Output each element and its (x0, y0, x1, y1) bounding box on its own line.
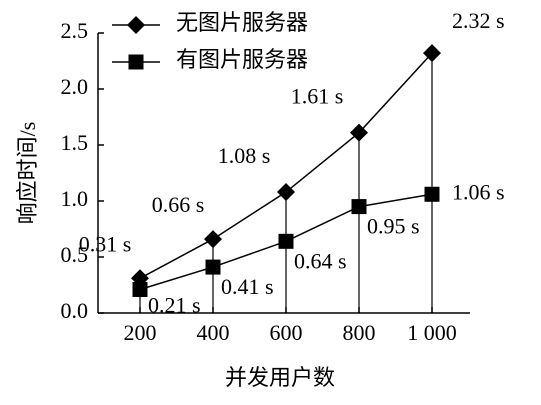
y-tick-label: 1.0 (61, 186, 89, 211)
legend-label: 有图片服务器 (176, 47, 308, 72)
marker (423, 44, 441, 63)
data-label: 1.06 s (452, 179, 505, 204)
y-tick-label: 2.0 (61, 74, 89, 99)
marker (277, 183, 295, 202)
x-tick-label: 600 (270, 320, 303, 345)
marker (424, 186, 440, 202)
marker (351, 199, 367, 215)
data-label: 0.41 s (221, 274, 274, 299)
x-axis-label: 并发用户数 (225, 365, 335, 390)
data-label: 2.32 s (452, 8, 505, 33)
data-label: 0.95 s (367, 214, 420, 239)
x-tick-label: 400 (197, 320, 230, 345)
y-tick-label: 0.5 (61, 242, 89, 267)
marker (132, 281, 148, 297)
data-label: 0.64 s (294, 248, 347, 273)
marker (128, 54, 144, 70)
legend-label: 无图片服务器 (176, 10, 308, 35)
data-label: 0.31 s (79, 231, 132, 256)
marker (350, 123, 368, 142)
marker (205, 259, 221, 275)
marker (278, 233, 294, 249)
marker (204, 230, 222, 249)
y-tick-label: 1.5 (61, 130, 89, 155)
data-label: 1.08 s (218, 143, 271, 168)
x-tick-label: 1 000 (407, 320, 457, 345)
marker (127, 16, 145, 34)
data-label: 0.21 s (148, 293, 201, 318)
y-tick-label: 0.0 (61, 298, 89, 323)
x-tick-label: 800 (343, 320, 376, 345)
y-tick-label: 2.5 (61, 18, 89, 43)
data-label: 0.66 s (152, 192, 205, 217)
y-axis-label: 响应时间/s (15, 122, 40, 225)
data-label: 1.61 s (291, 84, 344, 109)
x-tick-label: 200 (124, 320, 157, 345)
